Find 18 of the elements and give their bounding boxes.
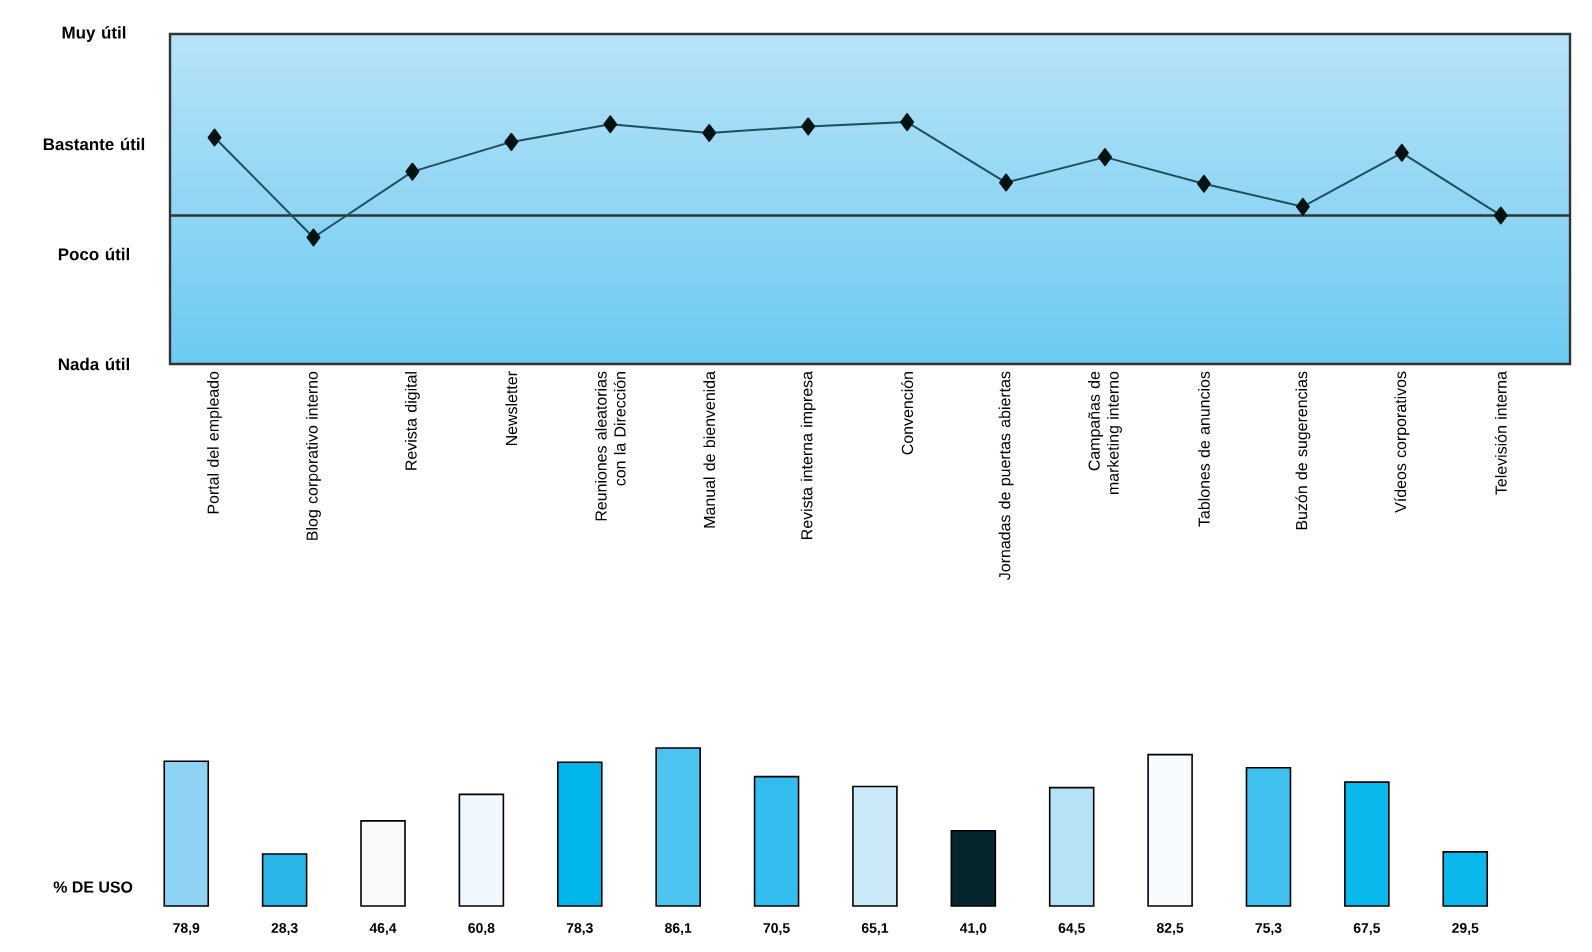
bar bbox=[655, 747, 701, 907]
bar bbox=[852, 785, 898, 907]
bar bbox=[1048, 786, 1095, 907]
bar bbox=[753, 775, 800, 907]
bar bbox=[1344, 781, 1390, 907]
bar bbox=[458, 793, 505, 907]
bar bbox=[556, 761, 603, 907]
bar bbox=[1442, 851, 1489, 907]
bar bbox=[360, 820, 406, 907]
bar bbox=[261, 853, 308, 907]
text: Nada útil bbox=[58, 357, 130, 371]
bar bbox=[1147, 753, 1193, 907]
bar bbox=[950, 829, 997, 907]
text: Poco útil bbox=[58, 247, 130, 261]
text: Muy útil bbox=[62, 26, 126, 42]
text: Bastante útil bbox=[43, 137, 145, 151]
bar bbox=[163, 760, 210, 907]
bar bbox=[1245, 767, 1292, 907]
